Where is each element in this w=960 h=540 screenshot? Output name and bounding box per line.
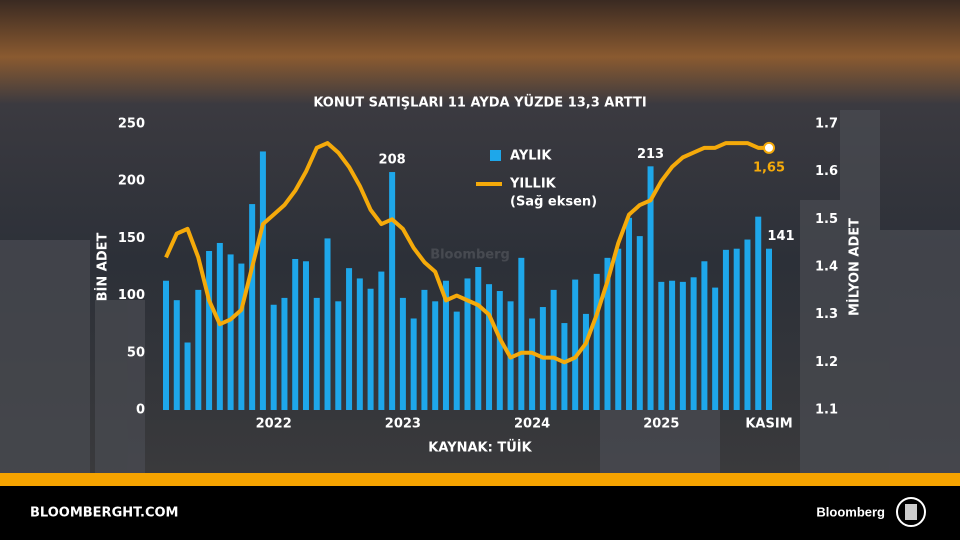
y-tick-label: 50 <box>127 345 145 360</box>
bar <box>658 281 665 410</box>
bar <box>529 318 536 410</box>
bar <box>647 166 654 410</box>
source: KAYNAK: TÜİK <box>428 440 532 456</box>
bar <box>744 239 751 410</box>
bar <box>572 279 579 410</box>
y-tick-label: 200 <box>118 174 145 189</box>
bar <box>249 204 256 410</box>
y-tick-label: 100 <box>118 288 145 303</box>
bar <box>389 172 396 410</box>
footer-stripe <box>0 473 960 486</box>
bar <box>173 300 180 410</box>
y2-tick-label: 1.6 <box>815 164 838 179</box>
bar <box>690 277 697 410</box>
bar <box>324 238 331 410</box>
bar <box>184 342 191 410</box>
bar <box>399 297 406 410</box>
x-tick-label: 2025 <box>643 417 679 432</box>
y2-tick-label: 1.1 <box>815 403 838 418</box>
footer-brand: Bloomberg <box>816 504 885 519</box>
bar <box>679 281 686 410</box>
y2-tick-label: 1.5 <box>815 212 838 227</box>
bar <box>561 323 568 410</box>
bar <box>270 304 277 410</box>
line <box>164 141 769 365</box>
footer-bar <box>0 486 960 540</box>
bar <box>636 236 643 410</box>
buildings <box>0 110 960 475</box>
y2-axis-label: MİLYON ADET <box>847 218 863 316</box>
bar <box>453 311 460 410</box>
bar <box>259 151 266 410</box>
data-label: 141 <box>767 229 794 244</box>
bar <box>432 301 439 410</box>
bar <box>163 280 169 410</box>
logo-icon-inner <box>905 504 917 520</box>
bar <box>755 216 762 410</box>
data-label: 208 <box>379 153 406 168</box>
x-tick-label: KASIM <box>745 417 792 432</box>
y2-tick-label: 1.7 <box>815 117 838 132</box>
bar <box>582 313 589 410</box>
bar <box>464 278 471 410</box>
y-tick-label: 150 <box>118 231 145 246</box>
bar <box>518 257 525 410</box>
legend-note: (Sağ eksen) <box>510 195 597 210</box>
bar <box>216 242 223 410</box>
data-label: 213 <box>637 147 664 162</box>
bar <box>292 258 299 410</box>
x-tick-label: 2022 <box>256 417 292 432</box>
bar <box>669 280 676 410</box>
bar <box>626 217 633 410</box>
bar <box>593 273 600 410</box>
bar <box>733 248 740 410</box>
y-axis-label: BİN ADET <box>95 232 111 301</box>
bar <box>701 261 708 410</box>
data-label: 1,65 <box>753 160 785 175</box>
y2-tick-label: 1.2 <box>815 355 838 370</box>
bar <box>442 280 449 410</box>
bar <box>313 297 320 410</box>
bar <box>550 289 557 410</box>
bar <box>475 267 482 410</box>
footer-site: BLOOMBERGHT.COM <box>30 506 178 521</box>
legend-swatch-bar <box>490 150 501 161</box>
bar <box>615 248 622 410</box>
bar <box>281 297 288 410</box>
bar <box>712 287 719 410</box>
legend-label: AYLIK <box>510 149 552 164</box>
bar <box>410 318 417 410</box>
legend-label: YILLIK <box>509 177 557 192</box>
bar <box>766 248 772 410</box>
bar <box>486 284 493 410</box>
y-tick-label: 0 <box>136 403 145 418</box>
bar <box>604 257 611 410</box>
y2-tick-label: 1.4 <box>815 260 838 275</box>
bar <box>238 263 245 410</box>
x-tick-label: 2023 <box>385 417 421 432</box>
x-tick-label: 2024 <box>514 417 550 432</box>
bar <box>206 250 213 410</box>
bar <box>367 288 374 410</box>
bar <box>195 289 202 410</box>
line-end-marker <box>763 141 775 154</box>
bar <box>335 301 342 410</box>
bar <box>346 268 353 410</box>
y2-tick-label: 1.3 <box>815 307 838 322</box>
bar <box>722 249 729 410</box>
bar <box>378 271 385 410</box>
watermark: Bloomberg <box>430 248 510 263</box>
bar <box>421 289 428 410</box>
bar <box>356 278 363 410</box>
bar <box>302 261 309 410</box>
logo-icon <box>896 497 926 527</box>
chart-title: KONUT SATIŞLARI 11 AYDA YÜZDE 13,3 ARTTI <box>313 95 646 111</box>
y-tick-label: 250 <box>118 117 145 132</box>
bar <box>227 254 234 410</box>
bar <box>496 291 503 410</box>
